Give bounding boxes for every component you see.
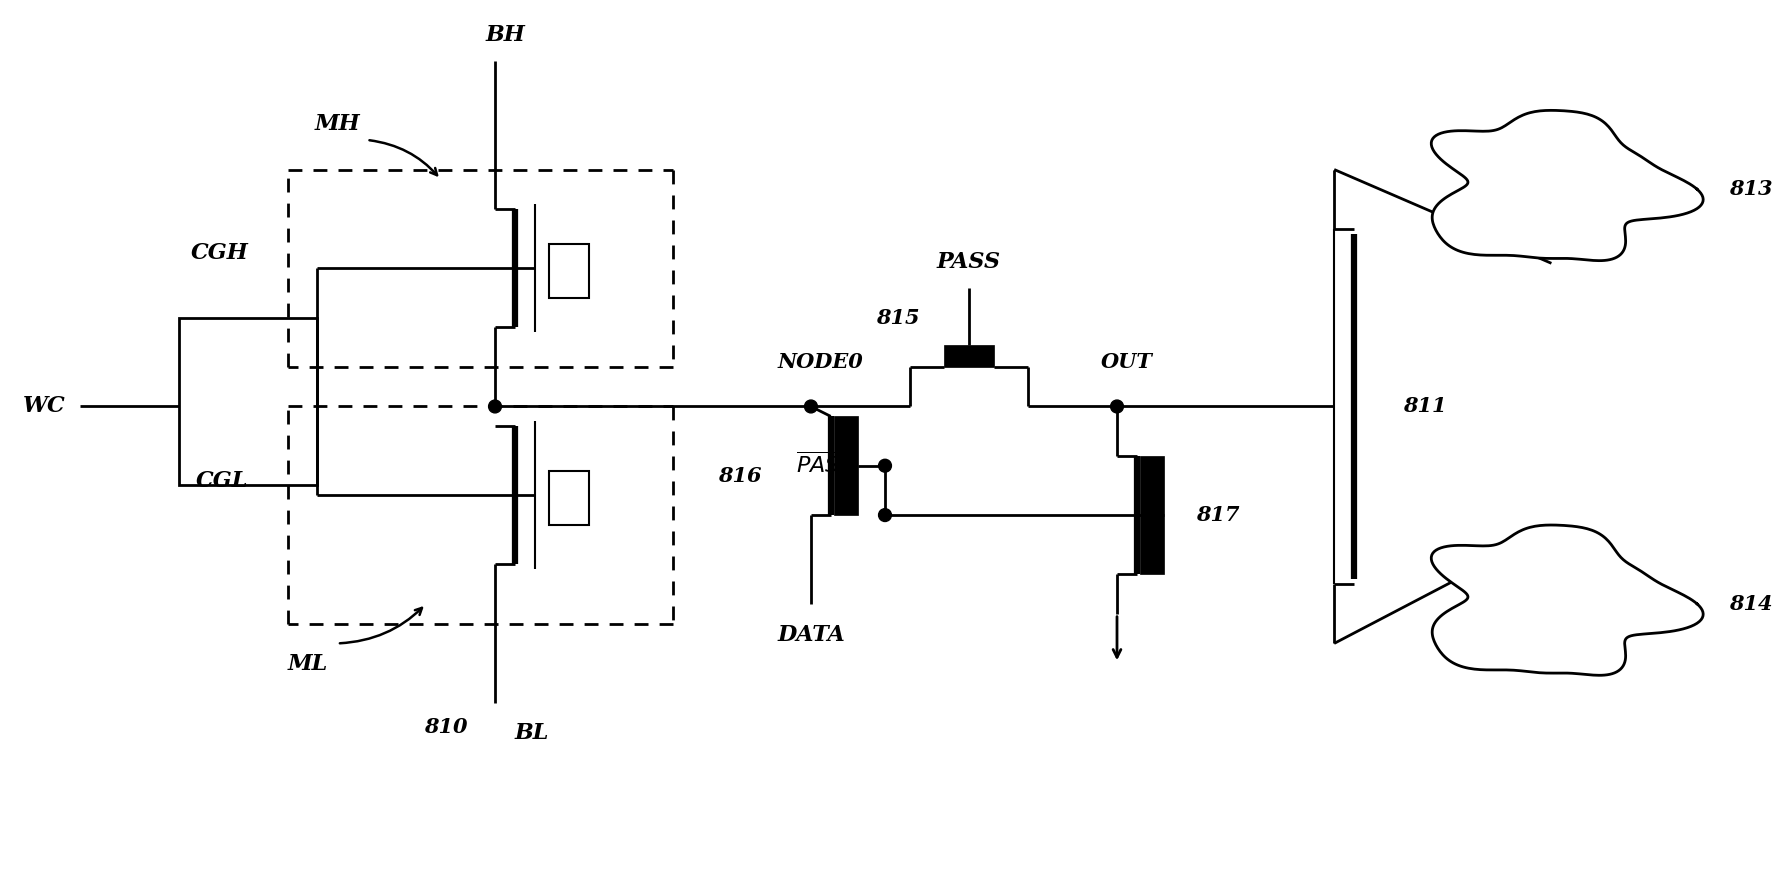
Text: BH: BH bbox=[485, 24, 525, 46]
Text: Logic: Logic bbox=[1516, 592, 1587, 616]
Text: CGL: CGL bbox=[195, 470, 249, 492]
Text: ML: ML bbox=[288, 653, 328, 675]
Bar bbox=[834, 416, 859, 515]
Text: 813: 813 bbox=[1729, 179, 1773, 199]
Bar bbox=[944, 346, 994, 367]
Bar bbox=[1140, 455, 1164, 574]
Text: PASS: PASS bbox=[937, 252, 1001, 273]
Bar bbox=[179, 317, 318, 486]
Circle shape bbox=[879, 459, 891, 472]
Text: 816: 816 bbox=[719, 465, 761, 486]
Text: DATA: DATA bbox=[777, 624, 845, 646]
Text: 814: 814 bbox=[1729, 594, 1773, 614]
Polygon shape bbox=[1431, 111, 1704, 260]
Text: $\overline{PASS}$: $\overline{PASS}$ bbox=[797, 453, 856, 478]
Text: CGH: CGH bbox=[190, 243, 248, 264]
Circle shape bbox=[1111, 400, 1124, 413]
Circle shape bbox=[488, 400, 502, 413]
Polygon shape bbox=[1431, 525, 1704, 675]
Bar bbox=[548, 470, 589, 525]
Text: BL: BL bbox=[515, 722, 548, 744]
Bar bbox=[548, 244, 589, 298]
Text: WC: WC bbox=[23, 395, 66, 417]
Text: 815: 815 bbox=[877, 307, 919, 328]
Circle shape bbox=[879, 509, 891, 522]
Text: MH: MH bbox=[314, 113, 360, 135]
Text: 817: 817 bbox=[1196, 505, 1239, 525]
Circle shape bbox=[804, 400, 816, 413]
Text: 811: 811 bbox=[1404, 396, 1447, 416]
Text: NODE0: NODE0 bbox=[777, 352, 864, 372]
Text: Logic: Logic bbox=[1516, 177, 1587, 201]
Text: 810: 810 bbox=[424, 718, 467, 737]
Text: OUT: OUT bbox=[1100, 352, 1152, 372]
